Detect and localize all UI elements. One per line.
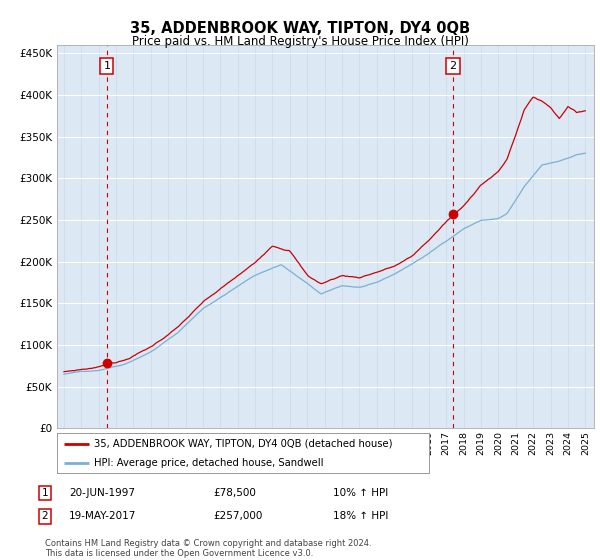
Text: 2: 2: [449, 61, 457, 71]
Text: 1: 1: [103, 61, 110, 71]
Text: HPI: Average price, detached house, Sandwell: HPI: Average price, detached house, Sand…: [94, 458, 324, 468]
Text: 35, ADDENBROOK WAY, TIPTON, DY4 0QB (detached house): 35, ADDENBROOK WAY, TIPTON, DY4 0QB (det…: [94, 439, 392, 449]
Text: 1: 1: [41, 488, 49, 498]
Text: £257,000: £257,000: [213, 511, 262, 521]
Text: 18% ↑ HPI: 18% ↑ HPI: [333, 511, 388, 521]
Text: Price paid vs. HM Land Registry's House Price Index (HPI): Price paid vs. HM Land Registry's House …: [131, 35, 469, 48]
Text: 2: 2: [41, 511, 49, 521]
Text: 20-JUN-1997: 20-JUN-1997: [69, 488, 135, 498]
Text: £78,500: £78,500: [213, 488, 256, 498]
Text: 10% ↑ HPI: 10% ↑ HPI: [333, 488, 388, 498]
Text: Contains HM Land Registry data © Crown copyright and database right 2024.
This d: Contains HM Land Registry data © Crown c…: [45, 539, 371, 558]
Text: 35, ADDENBROOK WAY, TIPTON, DY4 0QB: 35, ADDENBROOK WAY, TIPTON, DY4 0QB: [130, 21, 470, 36]
Text: 19-MAY-2017: 19-MAY-2017: [69, 511, 136, 521]
